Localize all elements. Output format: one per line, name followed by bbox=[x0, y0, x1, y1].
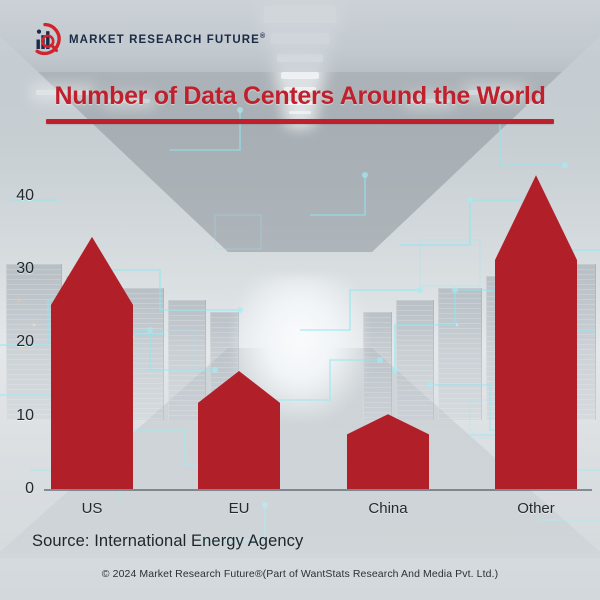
title-underline bbox=[46, 119, 554, 124]
x-axis-label-china: China bbox=[368, 500, 408, 517]
y-axis-tick-20: 20 bbox=[16, 333, 34, 351]
registered-mark: ® bbox=[259, 32, 267, 40]
y-axis-tick-0: 0 bbox=[25, 480, 34, 497]
x-axis-label-us: US bbox=[81, 500, 103, 517]
y-axis-tick-40: 40 bbox=[16, 186, 34, 204]
source-note: Source: International Energy Agency bbox=[32, 532, 304, 550]
page-title: Number of Data Centers Around the World bbox=[54, 82, 546, 110]
x-axis-label-other: Other bbox=[517, 500, 555, 517]
bar-eu[interactable] bbox=[198, 370, 280, 489]
brand-name-text: MARKET RESEARCH FUTURE bbox=[69, 33, 260, 46]
header-band bbox=[0, 0, 600, 72]
x-axis-label-eu: EU bbox=[228, 500, 250, 517]
bar-china[interactable] bbox=[347, 414, 429, 489]
y-axis-tick-10: 10 bbox=[16, 406, 34, 424]
y-axis-tick-30: 30 bbox=[16, 260, 34, 278]
bar-other[interactable] bbox=[495, 175, 577, 489]
brand-logo[interactable]: MARKET RESEARCH FUTURE® bbox=[28, 22, 266, 56]
copyright-note: © 2024 Market Research Future®(Part of W… bbox=[101, 568, 499, 580]
bar-us[interactable] bbox=[51, 236, 133, 489]
market-research-future-logo-icon bbox=[28, 22, 62, 56]
footer-band bbox=[0, 558, 600, 600]
brand-name: MARKET RESEARCH FUTURE® bbox=[69, 33, 266, 46]
x-axis-line bbox=[44, 489, 592, 491]
